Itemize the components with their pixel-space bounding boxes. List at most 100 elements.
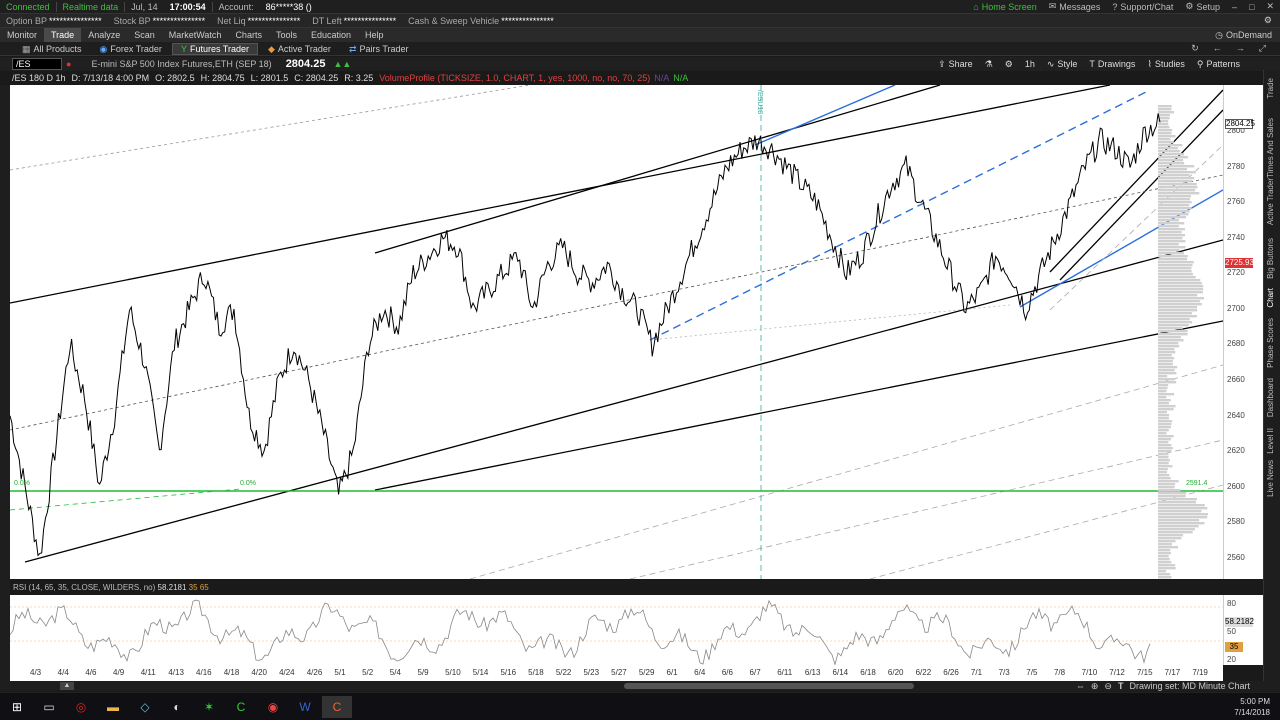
taskbar-clock[interactable]: 5:00 PM 7/14/2018 xyxy=(1234,696,1270,717)
tab-analyze[interactable]: Analyze xyxy=(88,30,121,40)
tab-marketwatch[interactable]: MarketWatch xyxy=(168,30,222,40)
tab-scan[interactable]: Scan xyxy=(134,30,155,40)
camtasia-icon[interactable]: C xyxy=(236,699,246,714)
window-maximize-button[interactable]: □ xyxy=(1249,1,1255,12)
sidebar-item-phase-scores[interactable]: Phase Scores xyxy=(1266,318,1275,368)
tab-monitor[interactable]: Monitor xyxy=(7,30,38,40)
sidebar-item-trade[interactable]: Trade xyxy=(1266,78,1275,99)
flask-button[interactable]: ⚗ xyxy=(985,59,993,70)
rsi-chart[interactable] xyxy=(9,595,1223,666)
subtab-all-products[interactable]: ▦ All Products xyxy=(22,43,82,54)
price-tick: 2560 xyxy=(1227,552,1245,562)
timeframe-button[interactable]: 1h xyxy=(1024,59,1035,69)
window-minimize-button[interactable]: – xyxy=(1232,1,1238,12)
opera-icon[interactable]: ◎ xyxy=(75,699,87,714)
crosshair-icon[interactable]: ⊕ xyxy=(1090,680,1099,691)
gear-icon[interactable]: ⚙ xyxy=(1263,15,1272,25)
subtab-pairs-trader[interactable]: ⇄ Pairs Trader xyxy=(348,43,409,54)
capture-icon[interactable]: C xyxy=(322,695,352,718)
tab-tools[interactable]: Tools xyxy=(275,30,297,40)
tab-help[interactable]: Help xyxy=(365,30,384,40)
windows-start-icon[interactable]: ⊞ xyxy=(11,699,23,714)
collapse-button[interactable]: ▲ xyxy=(60,682,74,690)
volume-profile xyxy=(1158,105,1209,579)
thinkorswim-icon[interactable]: ✶ xyxy=(203,699,215,714)
date-tick: 4/4 xyxy=(57,668,69,677)
volume-profile-bar xyxy=(1158,114,1170,117)
messages-button[interactable]: ✉ Messages xyxy=(1048,1,1101,12)
volume-profile-bar xyxy=(1158,576,1172,579)
text-tool-icon[interactable]: T xyxy=(1117,680,1124,691)
ondemand-button[interactable]: ◷ OnDemand xyxy=(1215,29,1272,41)
trendline-blue-dashed xyxy=(649,89,1151,341)
volume-profile-bar xyxy=(1158,165,1195,168)
volume-profile-bar xyxy=(1158,435,1174,438)
tab-charts[interactable]: Charts xyxy=(235,30,262,40)
tab-education[interactable]: Education xyxy=(310,30,351,40)
subtab-forex-trader[interactable]: ◉ Forex Trader xyxy=(99,43,162,54)
volume-profile-bar xyxy=(1158,213,1189,216)
sidebar-item-big-buttons[interactable]: Big Buttons xyxy=(1266,238,1275,279)
window-close-button[interactable]: ✕ xyxy=(1266,1,1274,11)
volume-profile-bar xyxy=(1158,378,1175,381)
sidebar-item-times-and-sales[interactable]: Times And Sales xyxy=(1266,118,1275,178)
expand-icon[interactable]: ⤢ xyxy=(1258,43,1266,53)
volume-profile-bar xyxy=(1158,459,1170,462)
sidebar-item-level-ii[interactable]: Level II xyxy=(1266,428,1275,454)
date-tick: 5/16 xyxy=(500,668,517,677)
style-button[interactable]: ∿ Style xyxy=(1046,58,1078,70)
price-chart-svg[interactable]: 0.0% 0.0% 2591.4 /ESU18 xyxy=(9,84,1224,580)
zoom-icon[interactable]: ⊖ xyxy=(1104,680,1112,691)
drawings-button[interactable]: T Drawings xyxy=(1089,59,1136,69)
volume-profile-bar xyxy=(1158,168,1187,171)
file-explorer-icon[interactable]: ▬ xyxy=(107,699,119,714)
sidebar-item-dashboard[interactable]: Dashboard xyxy=(1266,378,1275,418)
word-icon[interactable]: W xyxy=(299,699,311,714)
sidebar-item-active-trader[interactable]: Active Trader xyxy=(1266,178,1275,226)
steam-icon[interactable]: ◐ xyxy=(173,699,181,714)
fib-dotted xyxy=(649,304,1011,341)
info-range: R: 3.25 xyxy=(344,73,374,83)
info-high: H: 2804.75 xyxy=(200,73,245,83)
subtab-futures-trader[interactable]: Y Futures Trader xyxy=(171,42,258,55)
back-icon[interactable]: ← xyxy=(1212,43,1222,53)
volume-profile-bar xyxy=(1158,108,1172,111)
account-value[interactable]: 86*****38 () xyxy=(265,1,312,12)
rsi-chart-svg[interactable] xyxy=(9,595,1223,666)
app-icon[interactable]: ◇ xyxy=(140,699,150,714)
subtab-active-trader[interactable]: ◆ Active Trader xyxy=(267,43,331,54)
symbol-input[interactable]: /ES xyxy=(12,58,62,70)
drawing-set-label[interactable]: Drawing set: MD Minute Chart xyxy=(1129,680,1250,691)
sidebar-item-chart[interactable]: Chart xyxy=(1266,288,1275,308)
task-view-icon[interactable]: ▭ xyxy=(43,699,55,714)
home-screen-button[interactable]: ⌂ Home Screen xyxy=(973,1,1037,12)
setup-button[interactable]: ⚙ Setup xyxy=(1185,1,1220,12)
price-axis[interactable]: 2560 2580 2600 2620 2640 2660 2680 2700 2720 2740… xyxy=(1223,85,1263,579)
chrome-icon[interactable]: ◉ xyxy=(267,699,279,714)
studies-button[interactable]: ⌇ Studies xyxy=(1147,58,1185,70)
volume-profile-bar xyxy=(1158,450,1172,453)
date-axis[interactable]: 4/3 4/4 4/6 4/9 4/11 4/13 4/16 4/18 4/20 4/24 4/26… xyxy=(10,665,1223,681)
volume-profile-bar xyxy=(1158,228,1185,231)
volume-profile-study[interactable]: VolumeProfile (TICKSIZE, 1.0, CHART, 1, … xyxy=(379,73,651,83)
volume-profile-bar xyxy=(1158,201,1192,204)
tab-trade[interactable]: Trade xyxy=(44,28,82,42)
left-margin xyxy=(0,85,10,681)
price-chart[interactable]: 0.0% 0.0% 2591.4 /ESU18 xyxy=(9,84,1224,580)
chart-scrollbar[interactable] xyxy=(624,683,914,689)
pan-icon[interactable]: ⇔ xyxy=(1075,680,1085,691)
link-icon[interactable]: ● xyxy=(66,59,72,69)
volume-profile-bar xyxy=(1158,432,1167,435)
volume-profile-bar xyxy=(1158,342,1179,345)
sidebar-item-live-news[interactable]: Live News xyxy=(1266,460,1275,497)
volume-profile-bar xyxy=(1158,156,1188,159)
refresh-icon[interactable]: ↻ xyxy=(1191,43,1199,53)
settings-button[interactable]: ⚙ xyxy=(1005,59,1013,70)
patterns-button[interactable]: ⚲ Patterns xyxy=(1196,58,1240,70)
support-chat-button[interactable]: ? Support/Chat xyxy=(1112,1,1174,12)
volume-profile-bar xyxy=(1158,264,1193,267)
date-tick: 7/1 xyxy=(970,668,983,677)
forward-icon[interactable]: → xyxy=(1235,43,1245,53)
share-button[interactable]: ⇪ Share xyxy=(938,58,973,70)
volume-profile-bar xyxy=(1158,162,1185,165)
